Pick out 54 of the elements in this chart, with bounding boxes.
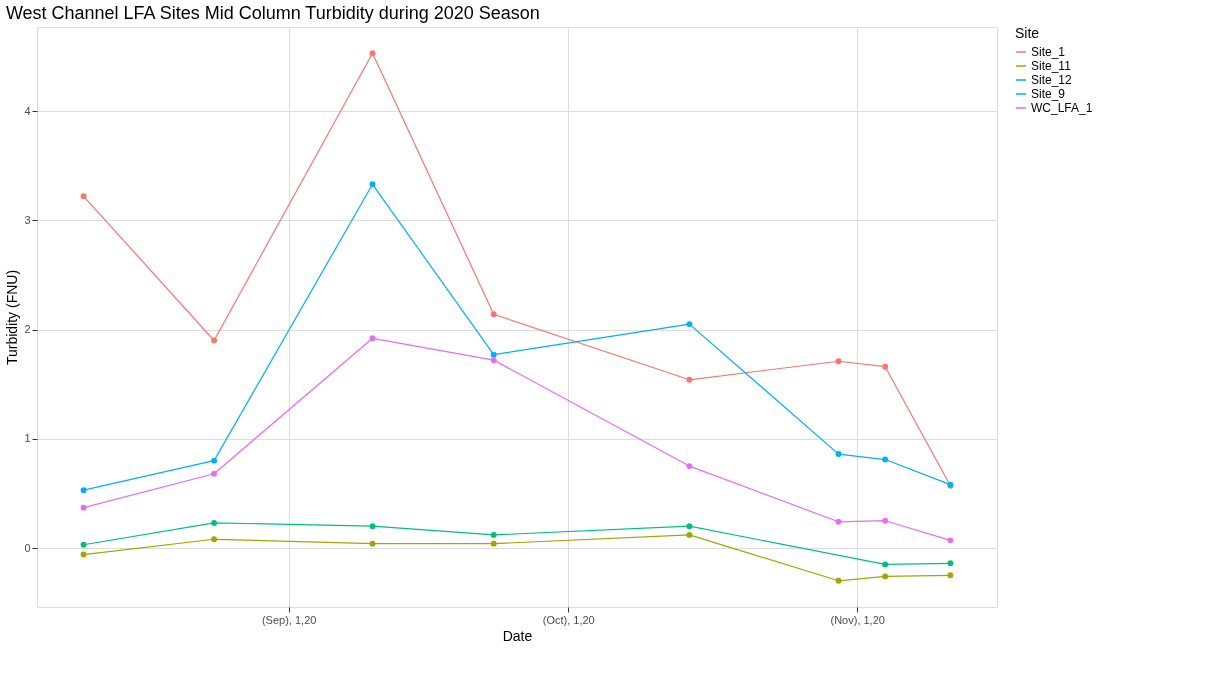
- y-tick-label: 4: [24, 104, 31, 117]
- point: [686, 321, 693, 328]
- point: [490, 357, 497, 364]
- point: [80, 193, 87, 200]
- legend-label: WC_LFA_1: [1031, 101, 1093, 115]
- point: [882, 561, 889, 568]
- point: [882, 456, 889, 463]
- x-tick-label: (Nov), 1,20: [830, 613, 885, 626]
- point: [490, 531, 497, 538]
- point: [369, 181, 376, 188]
- point: [490, 311, 497, 318]
- x-axis-title: Date: [502, 627, 533, 644]
- point: [369, 335, 376, 342]
- point: [211, 536, 218, 543]
- y-tick-label: 3: [24, 213, 31, 226]
- point: [490, 351, 497, 358]
- point: [369, 50, 376, 57]
- point: [80, 551, 87, 558]
- point: [686, 531, 693, 538]
- point: [686, 523, 693, 530]
- point: [947, 572, 954, 579]
- point: [686, 463, 693, 470]
- point: [211, 457, 218, 464]
- point: [947, 560, 954, 567]
- legend-label: Site_11: [1031, 59, 1072, 73]
- point: [369, 523, 376, 530]
- x-tick-label: (Oct), 1,20: [542, 613, 595, 626]
- point: [882, 573, 889, 580]
- y-tick-label: 0: [24, 541, 31, 554]
- legend-label: Site_1: [1031, 45, 1066, 59]
- chart-title: West Channel LFA Sites Mid Column Turbidity during 2020 Season: [5, 3, 540, 23]
- point: [882, 363, 889, 370]
- point: [882, 517, 889, 524]
- point: [686, 376, 693, 383]
- y-axis-title: Turbidity (FNU): [4, 269, 21, 366]
- legend-label: Site_9: [1031, 87, 1066, 101]
- point: [80, 504, 87, 511]
- y-tick-label: 2: [24, 323, 31, 336]
- point: [835, 577, 842, 584]
- point: [490, 540, 497, 547]
- point: [80, 541, 87, 548]
- legend-title: Site: [1015, 25, 1040, 41]
- point: [211, 519, 218, 526]
- point: [369, 540, 376, 547]
- point: [947, 537, 954, 544]
- point: [211, 337, 218, 344]
- point: [211, 470, 218, 477]
- y-tick-label: 1: [24, 432, 31, 445]
- point: [80, 487, 87, 494]
- point: [835, 358, 842, 365]
- point: [835, 518, 842, 525]
- x-tick-label: (Sep), 1,20: [261, 613, 317, 626]
- point: [835, 451, 842, 458]
- legend-label: Site_12: [1031, 73, 1073, 87]
